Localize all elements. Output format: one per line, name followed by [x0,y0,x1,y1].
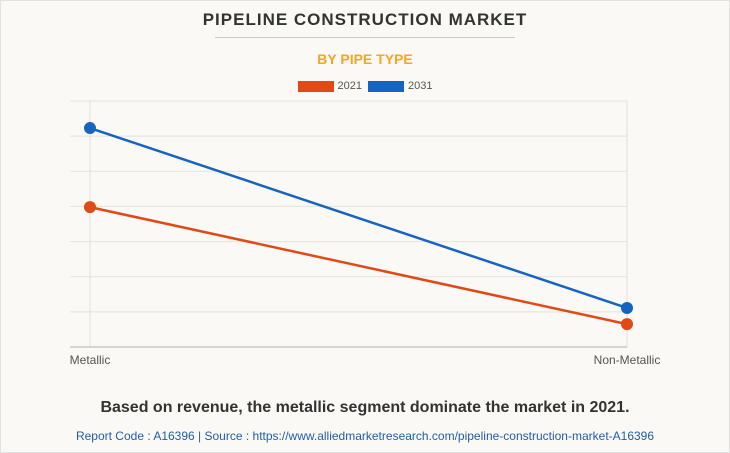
source-text[interactable]: Report Code : A16396 | Source : https://… [75,429,655,443]
chart-caption: Based on revenue, the metallic segment d… [100,399,630,416]
x-tick-label: Metallic [70,353,111,367]
legend: 2021 2031 [0,80,730,92]
legend-label-2031: 2031 [408,80,433,92]
legend-swatch-2021 [297,80,334,92]
data-point-2031 [84,122,96,135]
data-point-2021 [84,201,96,214]
legend-item-2021[interactable]: 2021 [297,80,362,92]
data-point-2031 [621,301,633,314]
legend-item-2031[interactable]: 2031 [368,80,432,92]
series-line-2031 [89,126,628,310]
title-divider [215,37,515,38]
chart-subtitle: BY PIPE TYPE [317,51,413,67]
data-point-2021 [621,318,633,331]
x-tick-label: Non-Metallic [594,353,661,367]
legend-swatch-2031 [368,80,404,92]
legend-label-2021: 2021 [337,80,362,92]
series-line-2021 [89,205,628,326]
chart-title: PIPELINE CONSTRUCTION MARKET [202,10,528,29]
